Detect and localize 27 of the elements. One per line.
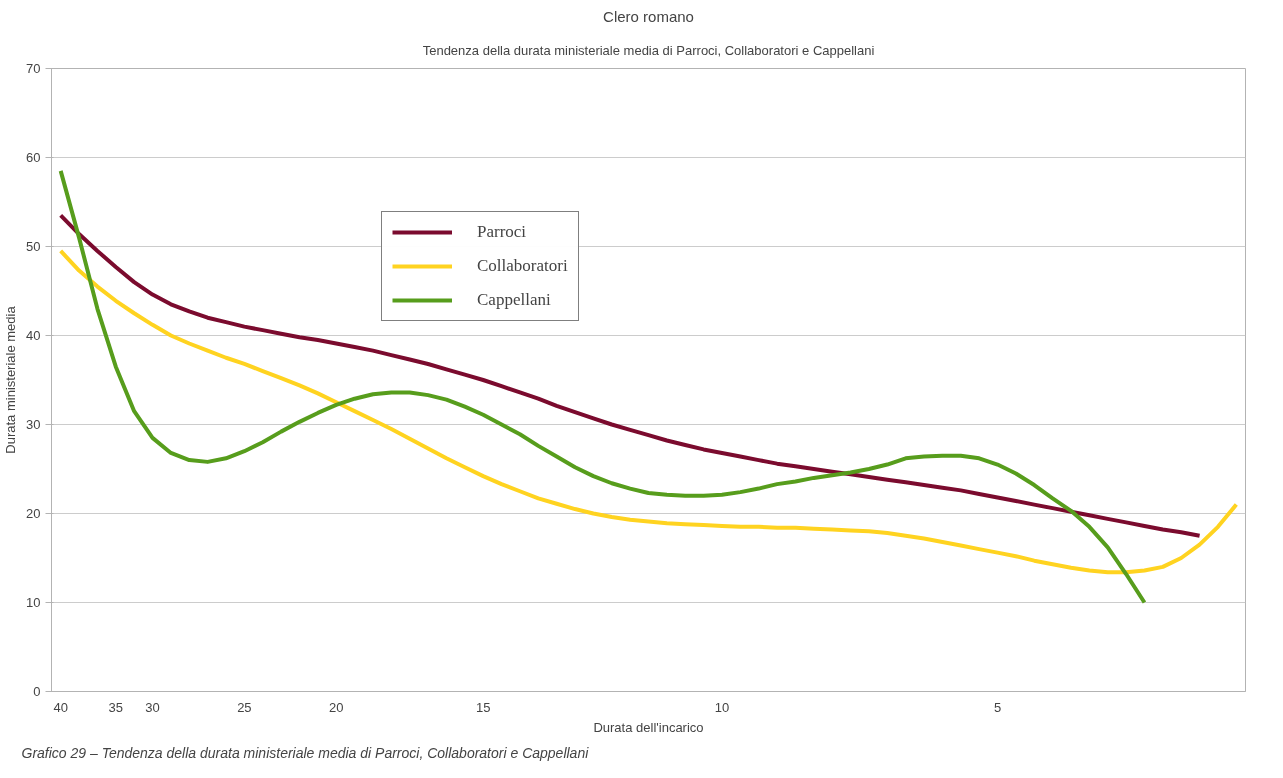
line-series xyxy=(58,168,1147,605)
y-tick-label: 20 xyxy=(26,506,41,521)
x-tick-label: 15 xyxy=(475,699,491,715)
legend-label: Parroci xyxy=(477,222,527,242)
x-tick-label: 5 xyxy=(993,699,1002,715)
y-axis-title: Durata ministeriale media xyxy=(3,305,19,454)
x-axis-title: Durata dell'incarico xyxy=(593,719,704,735)
line-series xyxy=(58,248,1239,575)
legend-label: Collaboratori xyxy=(477,256,568,276)
x-tick-label: 40 xyxy=(53,699,68,715)
chart-title: Clero romano xyxy=(603,7,694,25)
x-tick-label: 20 xyxy=(328,699,344,715)
y-tick-label: 0 xyxy=(33,684,41,699)
x-tick-label: 35 xyxy=(108,699,124,715)
x-tick-label: 30 xyxy=(145,699,160,715)
y-tick-label: 40 xyxy=(26,328,41,343)
chart-subtitle: Tendenza della durata ministeriale media di Parroci, Collaboratori e Cappellani xyxy=(422,42,875,58)
x-tick-label: 25 xyxy=(237,699,252,715)
y-tick-label: 70 xyxy=(26,61,41,76)
y-tick-label: 50 xyxy=(26,239,41,254)
x-tick-label: 10 xyxy=(714,699,730,715)
y-tick-label: 30 xyxy=(26,417,41,432)
y-tick-label: 60 xyxy=(26,150,41,165)
line-series xyxy=(58,213,1202,538)
y-tick-label: 10 xyxy=(26,595,41,610)
text: Grafico 29 – Tendenza della durata ministeriale media di Parroci, Collaboratori e Cappellani xyxy=(21,744,590,761)
legend-label: Cappellani xyxy=(477,290,551,310)
